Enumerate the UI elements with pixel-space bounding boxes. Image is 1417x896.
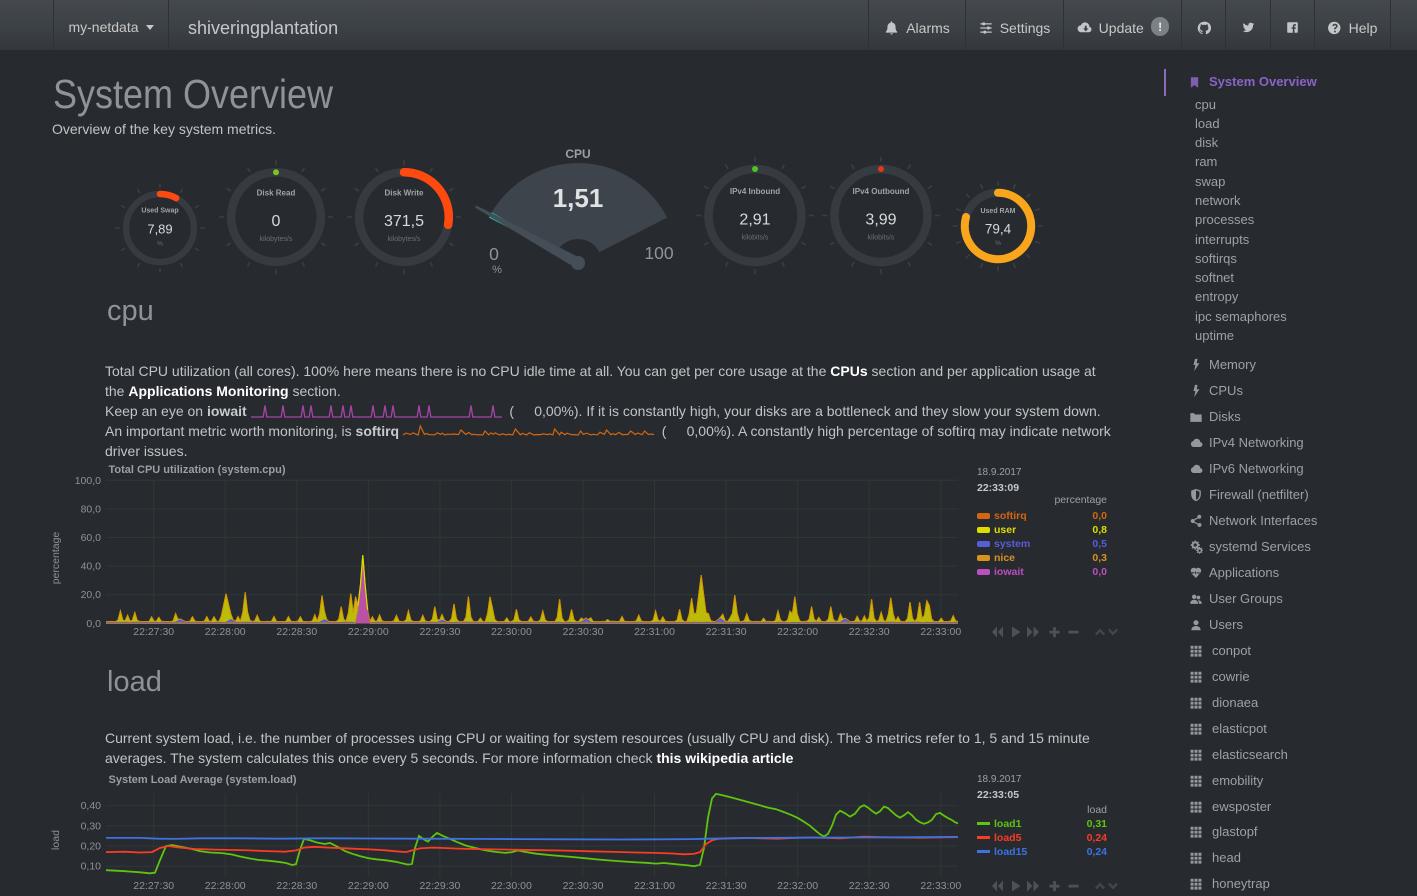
svg-text:371,5: 371,5: [384, 213, 424, 230]
svg-text:79,4: 79,4: [985, 222, 1012, 237]
svg-text:0: 0: [272, 213, 281, 230]
svg-text:CPU: CPU: [565, 147, 590, 161]
svg-text:kilobytes/s: kilobytes/s: [388, 236, 421, 243]
svg-text:22:32:00: 22:32:00: [777, 880, 818, 892]
svg-text:22:30:00: 22:30:00: [491, 626, 532, 638]
svg-text:Disk Read: Disk Read: [257, 189, 296, 198]
svg-text:22:31:30: 22:31:30: [706, 626, 747, 638]
svg-text:22:28:00: 22:28:00: [205, 880, 246, 892]
svg-text:22:32:00: 22:32:00: [777, 626, 818, 638]
svg-text:22:31:30: 22:31:30: [706, 880, 747, 892]
svg-text:Total CPU utilization (system.: Total CPU utilization (system.cpu): [109, 464, 286, 476]
svg-text:22:30:30: 22:30:30: [563, 880, 604, 892]
svg-text:22:33:00: 22:33:00: [920, 880, 961, 892]
svg-text:22:31:00: 22:31:00: [634, 880, 675, 892]
svg-text:22:28:30: 22:28:30: [276, 880, 317, 892]
svg-text:100,0: 100,0: [75, 475, 101, 487]
svg-text:0,40: 0,40: [81, 800, 102, 812]
svg-text:0: 0: [489, 244, 499, 264]
svg-text:22:32:30: 22:32:30: [849, 626, 890, 638]
svg-text:kilobytes/s: kilobytes/s: [260, 236, 293, 243]
svg-text:22:29:00: 22:29:00: [348, 626, 389, 638]
svg-text:2,91: 2,91: [739, 211, 770, 228]
svg-text:80,0: 80,0: [81, 503, 102, 515]
svg-text:22:30:30: 22:30:30: [563, 626, 604, 638]
svg-text:%: %: [157, 241, 163, 248]
svg-text:Used RAM: Used RAM: [980, 208, 1015, 215]
svg-text:22:27:30: 22:27:30: [133, 626, 174, 638]
svg-text:1,51: 1,51: [553, 183, 604, 213]
svg-text:0,0: 0,0: [86, 618, 101, 630]
svg-text:load: load: [50, 830, 62, 850]
svg-text:0,20: 0,20: [81, 841, 102, 853]
svg-text:3,99: 3,99: [865, 211, 896, 228]
svg-text:22:28:00: 22:28:00: [205, 626, 246, 638]
svg-text:%: %: [995, 240, 1001, 247]
svg-text:40,0: 40,0: [81, 561, 102, 573]
svg-text:22:29:00: 22:29:00: [348, 880, 389, 892]
svg-text:kilobits/s: kilobits/s: [868, 235, 895, 242]
svg-text:percentage: percentage: [50, 532, 62, 585]
svg-text:kilobits/s: kilobits/s: [742, 235, 769, 242]
svg-text:22:27:30: 22:27:30: [133, 880, 174, 892]
svg-text:22:30:00: 22:30:00: [491, 880, 532, 892]
svg-text:IPv4 Inbound: IPv4 Inbound: [730, 187, 780, 196]
svg-text:60,0: 60,0: [81, 532, 102, 544]
svg-text:20,0: 20,0: [81, 589, 102, 601]
svg-text:22:33:00: 22:33:00: [920, 626, 961, 638]
svg-text:7,89: 7,89: [147, 222, 172, 237]
svg-text:22:31:00: 22:31:00: [634, 626, 675, 638]
svg-text:Used Swap: Used Swap: [141, 208, 178, 215]
svg-text:22:29:30: 22:29:30: [419, 880, 460, 892]
svg-text:22:32:30: 22:32:30: [849, 880, 890, 892]
svg-text:0,10: 0,10: [81, 861, 102, 873]
svg-text:IPv4 Outbound: IPv4 Outbound: [853, 187, 910, 196]
svg-text:Disk Write: Disk Write: [385, 189, 425, 198]
svg-text:22:29:30: 22:29:30: [419, 626, 460, 638]
svg-text:0,30: 0,30: [81, 820, 102, 832]
svg-text:22:28:30: 22:28:30: [276, 626, 317, 638]
svg-text:%: %: [492, 264, 502, 276]
svg-text:System Load Average (system.lo: System Load Average (system.load): [109, 774, 297, 786]
svg-text:100: 100: [644, 243, 673, 263]
